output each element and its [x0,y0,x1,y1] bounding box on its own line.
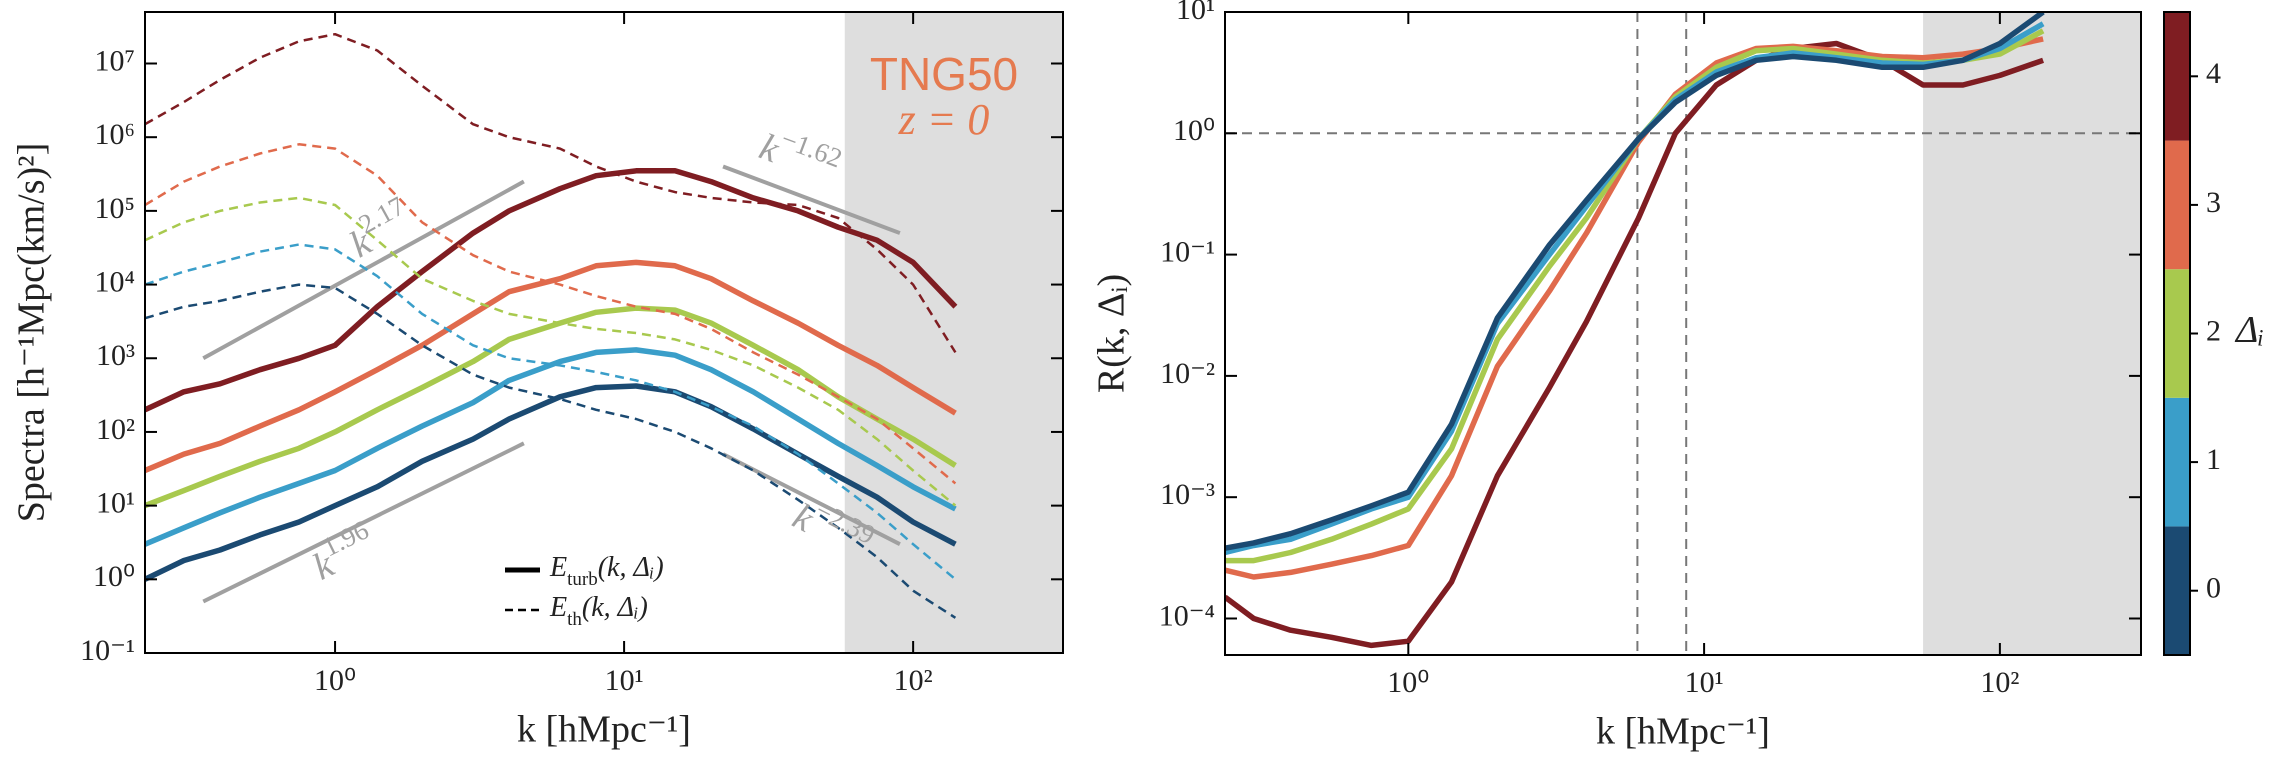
legend-tail: (k, Δᵢ) [598,552,664,583]
series-line [1225,40,2045,649]
plot-frame [1224,11,2142,656]
guide-line [202,179,525,361]
guide-line [722,164,901,235]
annotation: TNG50 [870,48,1018,100]
y-tick-label: 10⁻¹ [80,634,135,667]
series-line [145,143,957,485]
colorbar-segment [2164,526,2190,655]
x-tick-label: 10¹ [1685,666,1724,699]
y-tick-label: 10⁻³ [1160,478,1215,511]
y-axis-title: Spectra [h⁻¹Mpc(km/s)²] [11,143,53,522]
x-tick-label: 10⁰ [314,664,356,697]
colorbar-tick-label: 2 [2206,314,2221,347]
shaded-region [1923,12,2141,655]
colorbar-segment [2164,12,2190,141]
legend-sub: th [567,609,582,630]
y-tick-label: 10⁻² [1160,357,1215,390]
legend-sub: turb [567,569,598,590]
colorbar-segment [2164,269,2190,398]
series-line [1225,28,2045,564]
y-tick-label: 10³ [96,339,135,372]
annotation: z = 0 [898,95,990,144]
colorbar-segment [2164,397,2190,527]
y-tick-label: 10⁻¹ [1160,235,1215,268]
y-tick-label: 10² [96,413,135,446]
y-tick-label: 10¹ [1176,0,1215,26]
colorbar-tick-label: 1 [2206,443,2221,476]
series-line [145,347,957,547]
plot-area [145,12,1063,653]
legend-tail: (k, Δᵢ) [582,592,648,623]
series-line [1225,12,2045,551]
x-axis-title: k [hMpc⁻¹] [517,709,691,751]
series-line [145,243,957,581]
series-line [145,196,957,507]
legend-base: E [549,552,567,583]
series-line [145,259,957,474]
plot-frame [144,11,1064,654]
series-line [145,283,957,619]
colorbar-tick-label: 0 [2206,572,2221,605]
x-axis-title: k [hMpc⁻¹] [1596,711,1770,753]
legend-label: Eth(k, Δᵢ) [549,592,648,629]
series-line [145,32,957,354]
y-tick-label: 10⁶ [95,118,135,151]
y-tick-label: 10⁷ [95,44,135,77]
y-tick-label: 10⁴ [95,265,135,298]
x-tick-label: 10² [894,664,933,697]
y-tick-label: 10¹ [96,487,135,520]
guide-label: k1.96 [303,515,383,589]
series-line [1225,36,2044,580]
colorbar-tick-label: 3 [2206,186,2221,219]
guide-line [202,441,525,604]
colorbar-tick-label: 4 [2206,57,2221,90]
legend-label: Eturb(k, Δᵢ) [549,552,664,589]
guide-exponent: −1.62 [777,124,846,174]
series-line [145,383,957,582]
guide-label: k2.17 [339,191,420,266]
legend-base: E [549,592,567,623]
x-tick-label: 10² [1980,666,2019,699]
y-tick-label: 10⁰ [1173,114,1215,147]
y-tick-label: 10⁻⁴ [1159,599,1215,632]
x-tick-label: 10⁰ [1387,666,1429,699]
y-tick-label: 10⁰ [93,560,135,593]
x-tick-label: 10¹ [605,664,644,697]
y-axis-title: R(k, Δᵢ) [1091,274,1133,393]
plot-area [1225,12,2141,655]
y-tick-label: 10⁵ [95,192,135,225]
colorbar-segment [2164,140,2190,270]
colorbar-title: Δᵢ [2234,309,2264,351]
series-line [145,168,958,413]
series-line [1225,21,2045,556]
